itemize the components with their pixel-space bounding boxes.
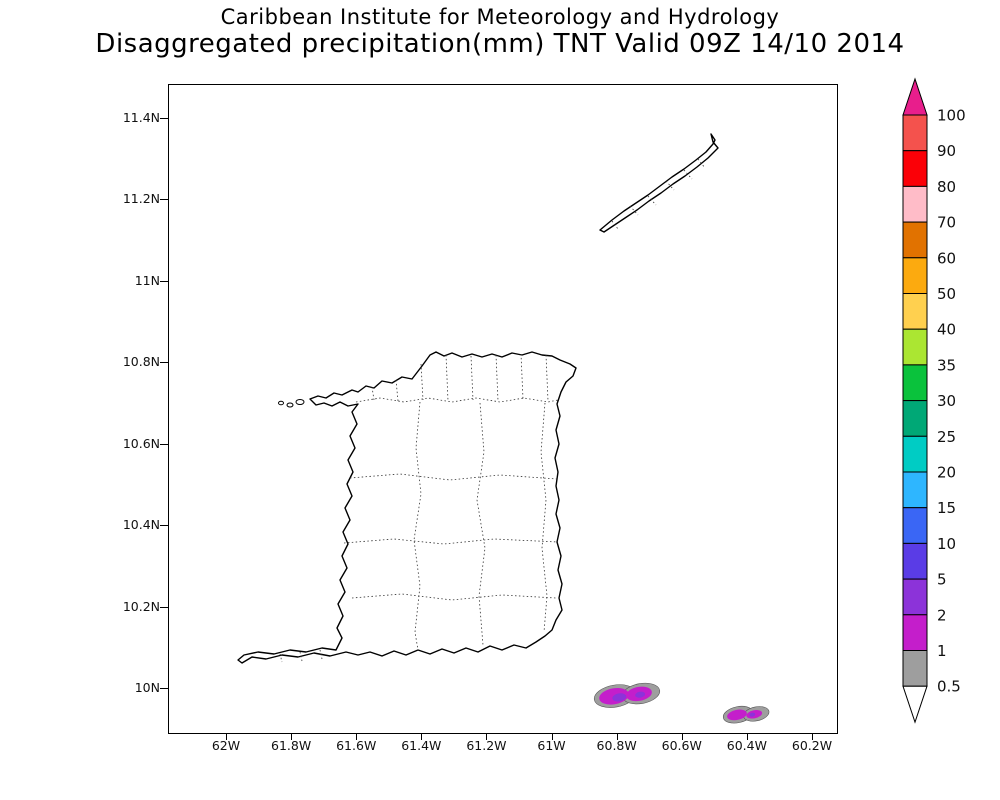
- colorbar-label: 60: [937, 249, 956, 267]
- x-axis-tick-label: 60.4W: [726, 738, 767, 753]
- x-axis-tick-label: 61.4W: [401, 738, 442, 753]
- x-axis-tick-mark: [551, 733, 553, 740]
- colorbar-label: 1: [937, 642, 947, 660]
- trinidad-coastline: [237, 351, 577, 664]
- colorbar-label: 2: [937, 606, 947, 624]
- y-axis-tick-mark: [160, 606, 168, 608]
- y-axis-tick-label: 11N: [134, 272, 160, 288]
- y-axis-tick-mark: [160, 362, 168, 364]
- colorbar-label: 25: [937, 428, 956, 446]
- colorbar-box: [902, 400, 928, 437]
- colorbar-box: [902, 328, 928, 366]
- y-axis-tick-mark: [160, 443, 168, 445]
- colorbar-label: 50: [937, 285, 956, 303]
- y-axis-tick-label: 10N: [134, 680, 160, 695]
- y-axis-tick-label: 11.4N: [122, 110, 160, 125]
- colorbar-box: [902, 114, 928, 152]
- x-axis-tick-mark: [226, 733, 227, 740]
- colorbar-label: 30: [937, 392, 956, 410]
- colorbar-label: 80: [937, 178, 956, 196]
- admin-boundaries: [279, 158, 706, 663]
- x-axis-tick-mark: [291, 733, 293, 740]
- x-axis-tick-label: 60.2W: [791, 738, 833, 753]
- precip-blob-1: [593, 682, 661, 708]
- x-axis-tick-mark: [681, 733, 683, 740]
- colorbar-label: 20: [937, 464, 956, 482]
- colorbar-label: 5: [937, 571, 947, 589]
- x-axis-tick-label: 61.8W: [271, 738, 312, 753]
- colorbar-box: [902, 221, 928, 259]
- colorbar-box: [902, 471, 928, 509]
- x-axis-tick-mark: [421, 733, 423, 740]
- colorbar-bottom-arrow: [902, 685, 928, 724]
- colorbar-label: 70: [937, 214, 956, 232]
- colorbar-box: [902, 257, 928, 295]
- colorbar-box: [902, 185, 928, 223]
- y-axis-tick-mark: [160, 688, 168, 689]
- y-axis-tick-label: 10.2N: [122, 598, 160, 614]
- colorbar-box: [902, 293, 928, 330]
- colorbar-box: [902, 650, 928, 687]
- x-axis-tick-label: 60.8W: [596, 738, 637, 753]
- x-axis-tick-mark: [746, 733, 748, 740]
- x-axis-tick-label: 60.6W: [661, 738, 702, 753]
- colorbar-label: 15: [937, 499, 956, 517]
- colorbar-label: 90: [937, 142, 956, 160]
- colorbar-box: [902, 150, 928, 187]
- colorbar-label: 100: [937, 107, 966, 125]
- colorbar-box: [902, 364, 928, 402]
- precip-blob-2: [722, 705, 770, 724]
- y-axis-tick-mark: [160, 118, 168, 119]
- y-axis-tick-mark: [160, 199, 168, 201]
- colorbar-label: 35: [937, 356, 956, 374]
- tobago-coastline: [599, 133, 719, 233]
- x-axis-tick-mark: [486, 733, 488, 740]
- colorbar-label: 10: [937, 535, 956, 553]
- x-axis-tick-label: 61.2W: [466, 738, 507, 753]
- colorbar: 100 90 80 70 60 50 40 35 30 25 20 15 10 5 2 1 0.5: [902, 77, 966, 724]
- x-axis-tick-mark: [356, 733, 358, 740]
- y-axis-tick-label: 10.8N: [122, 354, 160, 370]
- institution-title: Caribbean Institute for Meteorology and …: [220, 5, 780, 29]
- colorbar-label: 0.5: [937, 678, 961, 696]
- x-axis-tick-mark: [616, 733, 618, 740]
- bocas-islands: [278, 399, 305, 408]
- y-axis-tick-mark: [160, 280, 168, 282]
- x-axis-tick-label: 61W: [537, 738, 566, 753]
- y-axis-tick-label: 10.4N: [122, 517, 160, 533]
- map-svg: [237, 133, 770, 724]
- colorbar-box: [902, 578, 928, 616]
- colorbar-box: [902, 614, 928, 651]
- colorbar-label: 40: [937, 321, 956, 339]
- y-axis-tick-label: 11.2N: [122, 191, 160, 207]
- colorbar-box: [902, 435, 928, 473]
- x-axis-tick-label: 62W: [211, 738, 241, 753]
- colorbar-box: [902, 542, 928, 580]
- chart-title: Disaggregated precipitation(mm) TNT Vali…: [95, 29, 905, 59]
- x-axis-tick-label: 61.6W: [336, 738, 377, 753]
- colorbar-box: [902, 507, 928, 544]
- colorbar-top-arrow: [902, 77, 928, 116]
- y-axis-tick-label: 10.6N: [122, 435, 160, 451]
- y-axis-tick-mark: [160, 525, 168, 527]
- x-axis-tick-mark: [811, 733, 813, 740]
